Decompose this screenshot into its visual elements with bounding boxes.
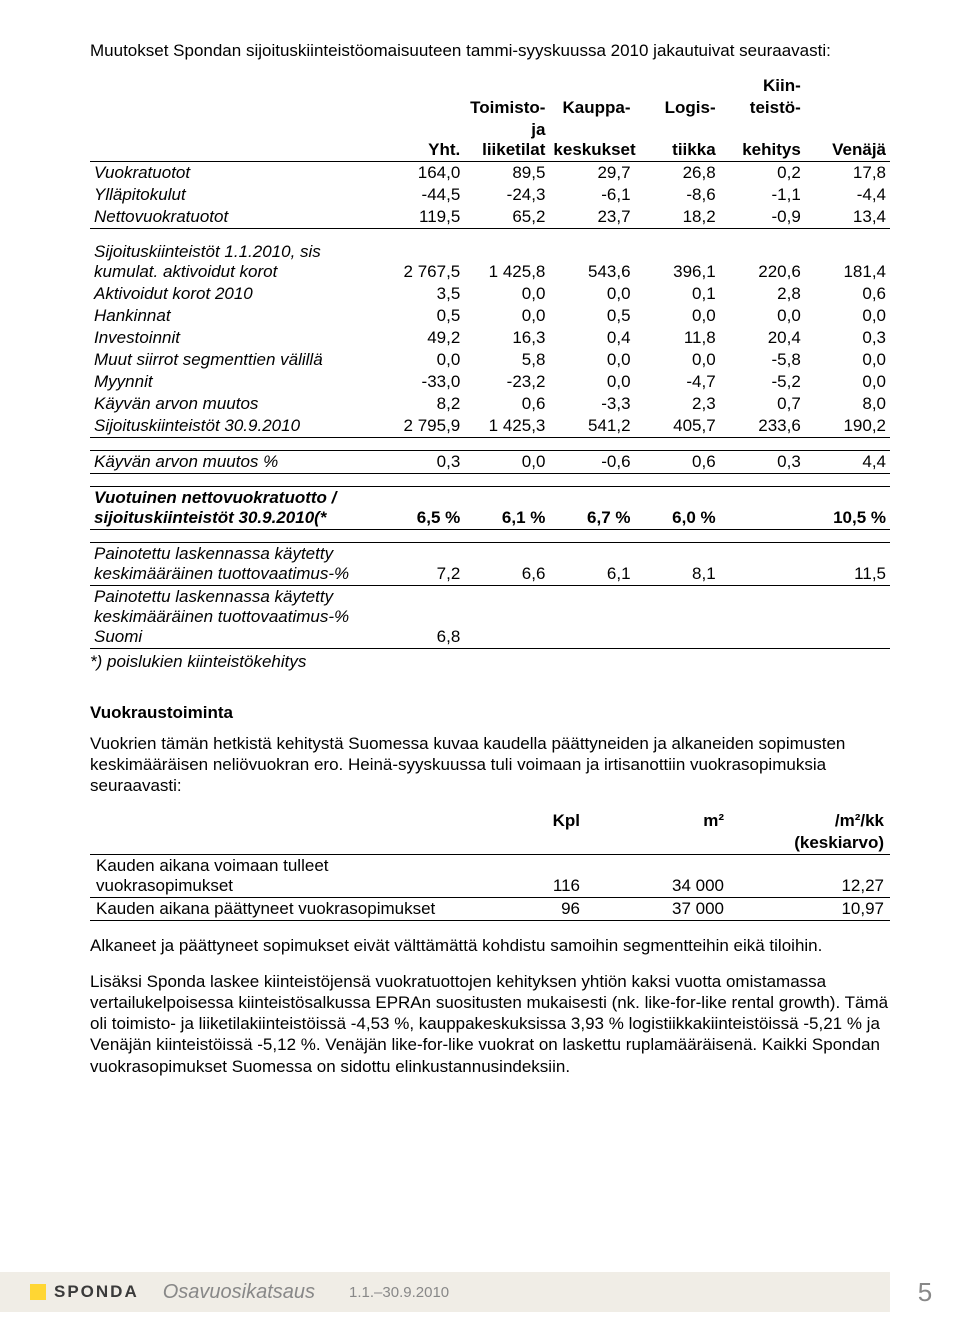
- section2-para3: Lisäksi Sponda laskee kiinteistöjensä vu…: [90, 971, 890, 1077]
- brand-logo: SPONDA: [30, 1282, 139, 1302]
- intro-text: Muutokset Spondan sijoituskiinteistöomai…: [90, 40, 890, 61]
- brand-name: SPONDA: [54, 1282, 139, 1302]
- section2-title: Vuokraustoiminta: [90, 703, 890, 723]
- page-number: 5: [890, 1277, 960, 1308]
- section2-para1: Vuokrien tämän hetkistä kehitystä Suomes…: [90, 733, 890, 797]
- investments-table: Kiin-Toimisto-Kauppa-Logis-teistö-Yht.ja…: [90, 75, 890, 649]
- logo-icon: [30, 1284, 46, 1300]
- footer-title: Osavuosikatsaus: [163, 1281, 315, 1304]
- page-footer: SPONDA Osavuosikatsaus 1.1.–30.9.2010 5: [0, 1270, 960, 1314]
- footnote: *) poislukien kiinteistökehitys: [90, 651, 890, 672]
- rent-table: Kplm²/m²/kk(keskiarvo) Kauden aikana voi…: [90, 810, 890, 921]
- section2-para2: Alkaneet ja päättyneet sopimukset eivät …: [90, 935, 890, 956]
- footer-dates: 1.1.–30.9.2010: [349, 1284, 449, 1301]
